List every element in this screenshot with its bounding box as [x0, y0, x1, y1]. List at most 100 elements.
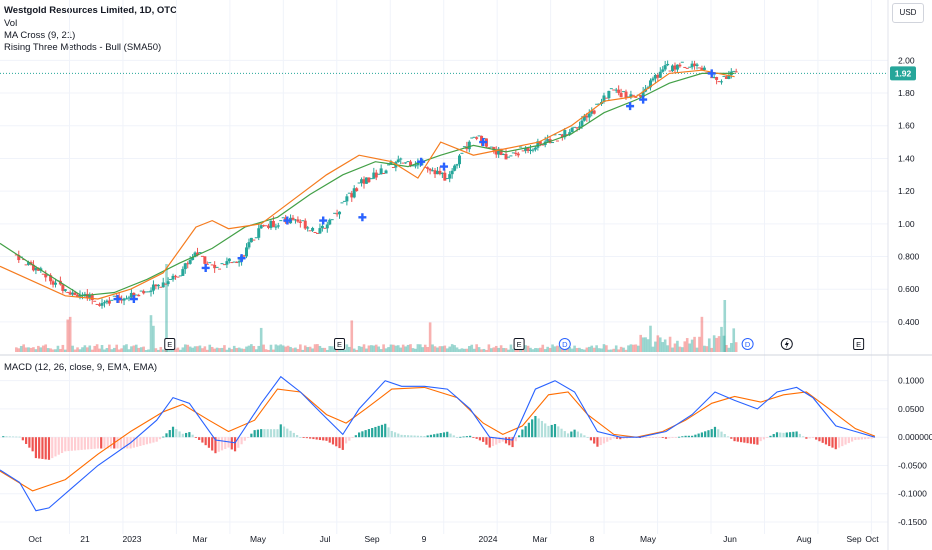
macd-histogram-bar	[586, 437, 589, 438]
macd-histogram-bar	[818, 437, 821, 442]
macd-histogram-bar	[815, 437, 818, 440]
candle-body	[345, 196, 349, 202]
volume-bar	[712, 335, 716, 352]
candle-body	[690, 63, 694, 68]
candle-body	[448, 174, 452, 179]
volume-bar	[294, 347, 297, 352]
macd-histogram-bar	[344, 437, 348, 444]
macd-histogram-bar	[420, 435, 423, 438]
macd-histogram-bar	[367, 429, 371, 438]
macd-histogram-bar	[625, 437, 628, 439]
candle-body	[259, 225, 263, 229]
candle-body	[538, 141, 542, 145]
candle-body	[31, 264, 35, 271]
volume-bar	[629, 344, 633, 352]
volume-bar	[421, 347, 425, 352]
candle-body	[607, 90, 611, 99]
volume-bar	[541, 344, 545, 352]
volume-bar	[235, 348, 238, 352]
volume-bar	[485, 349, 488, 352]
volume-bar	[61, 344, 65, 352]
candle-body	[188, 260, 192, 264]
volume-bar	[100, 345, 104, 352]
candle-body	[173, 275, 177, 277]
legend-vol[interactable]: Vol	[4, 18, 18, 29]
macd-histogram-bar	[462, 436, 465, 438]
macd-histogram-bar	[766, 437, 769, 438]
macd-histogram-bar	[521, 429, 524, 438]
macd-histogram-bar	[739, 437, 743, 443]
volume-bar	[585, 347, 589, 352]
macd-histogram-bar	[446, 431, 449, 438]
volume-bar	[44, 344, 48, 352]
macd-histogram-bar	[119, 437, 122, 449]
candle-body	[27, 262, 31, 265]
candle-body	[78, 294, 82, 297]
macd-histogram-bar	[553, 424, 557, 438]
candle-body	[641, 91, 645, 97]
macd-histogram-bar	[338, 437, 341, 449]
ma-slow-line	[0, 72, 735, 297]
candle-body	[577, 126, 581, 128]
macd-histogram-bar	[358, 432, 361, 438]
volume-bar	[612, 348, 616, 352]
volume-bar	[710, 347, 714, 352]
candle-body	[602, 95, 606, 102]
candle-body	[727, 75, 731, 79]
volume-bar	[595, 345, 598, 352]
macd-histogram-bar	[834, 437, 837, 450]
macd-histogram-bar	[821, 437, 824, 443]
volume-bar	[348, 346, 351, 352]
volume-bar	[279, 344, 283, 352]
macd-histogram-bar	[517, 435, 521, 438]
macd-histogram-bar	[109, 437, 113, 449]
volume-bar	[644, 337, 647, 352]
candle-body	[186, 263, 190, 265]
macd-histogram-bar	[713, 426, 717, 438]
volume-bar	[323, 347, 327, 352]
volume-bar	[196, 346, 199, 352]
volume-bar	[63, 349, 67, 352]
volume-bar	[117, 349, 121, 352]
currency-button[interactable]: USD	[892, 3, 924, 23]
volume-bar	[448, 346, 452, 352]
macd-histogram-bar	[21, 437, 24, 441]
macd-histogram-bar	[413, 435, 416, 438]
volume-bar	[480, 349, 483, 352]
macd-histogram-bar	[312, 437, 315, 440]
candle-body	[712, 77, 716, 79]
candle-body	[582, 115, 586, 121]
legend-rising-three-methods[interactable]: Rising Three Methods - Bull (SMA50)	[4, 42, 162, 53]
volume-bar	[49, 348, 52, 352]
macd-histogram-bar	[18, 436, 21, 438]
legend-ma-cross[interactable]: MA Cross (9, 21)	[4, 30, 76, 41]
volume-bar	[142, 346, 145, 352]
candle-body	[225, 261, 229, 265]
volume-bar	[318, 345, 322, 352]
macd-histogram-bar	[501, 437, 504, 442]
macd-histogram-bar	[655, 437, 658, 438]
volume-bar	[592, 347, 596, 352]
volume-bar	[54, 349, 57, 352]
volume-bar	[399, 347, 403, 352]
volume-bar	[112, 347, 116, 352]
volume-bar	[720, 326, 723, 352]
candle-body	[100, 303, 104, 306]
volume-bar	[414, 348, 417, 352]
macd-histogram-bar	[449, 433, 452, 438]
time-tick-label: 2024	[479, 534, 498, 544]
macd-histogram-bar	[60, 437, 64, 454]
candle-body	[90, 295, 94, 300]
volume-bar	[223, 345, 226, 352]
macd-histogram-bar	[691, 435, 694, 438]
volume-bar	[250, 344, 253, 352]
macd-histogram-bar	[237, 437, 240, 448]
volume-bar	[90, 349, 94, 352]
volume-bar	[299, 344, 302, 352]
macd-histogram-bar	[116, 437, 119, 449]
volume-bar	[663, 339, 667, 352]
macd-title[interactable]: MACD (12, 26, close, 9, EMA, EMA)	[4, 362, 158, 373]
macd-histogram-bar	[469, 435, 472, 438]
volume-bar	[139, 347, 143, 352]
